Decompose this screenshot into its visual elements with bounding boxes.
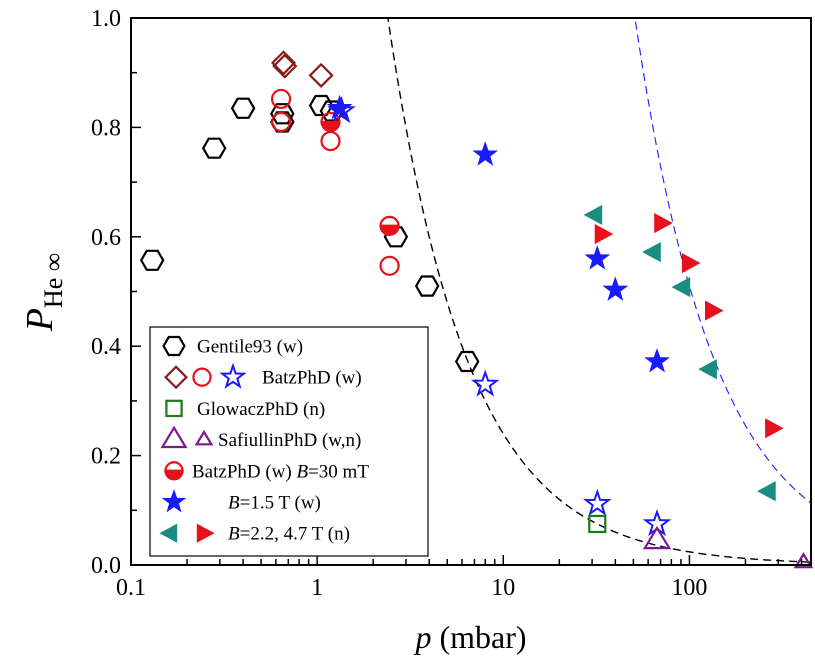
legend-marker-7-2 — [196, 523, 215, 543]
x-tick-label-2: 1 — [311, 575, 323, 601]
fit-curves — [387, 18, 811, 563]
legend-entry-1: Gentile93 (w) — [162, 335, 303, 358]
data-point-diamond-2-2 — [272, 53, 298, 79]
legend-label-4: SafiullinPhD (w,n) — [218, 430, 361, 451]
data-point-star-4-4 — [642, 508, 672, 537]
y-axis-label-symbol: P — [19, 308, 61, 332]
legend: Gentile93 (w) BatzPhD (w) GlowaczPhD (n) Sa… — [149, 326, 429, 557]
legend-entry-5: BatzPhD (w) B=30 mT — [164, 461, 369, 482]
y-tick-label-2: 0.2 — [91, 444, 121, 470]
legend-entry-4: SafiullinPhD (w,n) — [160, 425, 361, 451]
legend-box — [149, 326, 429, 557]
data-point-triangle-right-11-5 — [765, 418, 784, 439]
data-point-diamond-2-1 — [270, 50, 297, 76]
legend-entry-3: GlowaczPhD (n) — [165, 399, 325, 420]
data-point-triangle-left-10-1 — [583, 204, 603, 225]
y-axis-label: PHe ∞ — [19, 253, 68, 333]
data-point-circle-3-2 — [270, 111, 292, 133]
data-point-star-9-1 — [326, 94, 353, 120]
legend-marker-5-1 — [164, 461, 184, 481]
legend-label-2: BatzPhD (w) — [262, 368, 362, 389]
data-point-circle-3-1 — [270, 88, 292, 110]
legend-entry-7: B=2.2, 4.7 T (n) — [159, 523, 350, 545]
data-point-triangle-left-10-3 — [671, 277, 691, 298]
data-point-circle-3-4 — [379, 255, 400, 276]
y-axis-label-subscript: He ∞ — [39, 253, 68, 308]
legend-marker-6-1 — [161, 489, 187, 513]
y-tick-label-1: 0.0 — [91, 553, 121, 579]
legend-marker-4-1 — [160, 425, 188, 449]
x-tick-label-3: 10 — [491, 575, 515, 601]
x-axis: 0.1 1 10 100 — [116, 555, 803, 601]
data-point-hexagon-1-10 — [454, 350, 480, 373]
data-point-diamond-2-3 — [308, 62, 334, 88]
y-tick-label-4: 0.6 — [91, 225, 121, 251]
data-point-hexagon-1-3 — [230, 97, 256, 119]
data-point-hexagon-1-2 — [201, 137, 227, 159]
legend-entry-6: B=1.5 T (w) — [161, 489, 321, 514]
data-point-hexagon-1-9 — [414, 275, 440, 297]
data-point-square-5-1 — [588, 514, 607, 534]
data-point-hexagon-1-1 — [139, 249, 165, 271]
data-point-circle-3-3 — [320, 130, 341, 152]
y-axis: 0.0 0.2 0.4 0.6 0.8 1.0 — [91, 6, 141, 579]
data-point-half-circle-8-2 — [379, 215, 400, 236]
x-tick-label-4: 100 — [671, 575, 707, 601]
fit-curve-2 — [634, 18, 811, 504]
legend-marker-2-2 — [192, 367, 212, 387]
legend-label-3: GlowaczPhD (n) — [197, 399, 325, 420]
data-point-triangle-up-6-1 — [642, 525, 672, 550]
data-point-triangle-right-11-1 — [594, 224, 614, 245]
data-point-triangle-right-11-3 — [681, 253, 701, 274]
data-point-star-4-3 — [582, 488, 612, 516]
x-axis-label-symbol: p — [413, 619, 431, 655]
data-point-triangle-left-10-2 — [642, 242, 661, 263]
y-tick-label-3: 0.4 — [91, 334, 121, 360]
data-point-half-circle-8-1 — [320, 111, 341, 133]
data-point-star-9-3 — [584, 245, 611, 270]
x-tick-label-1: 0.1 — [116, 575, 146, 601]
x-axis-label: p (mbar) — [413, 619, 526, 655]
y-tick-label-5: 0.8 — [91, 115, 121, 141]
legend-marker-2-1 — [164, 365, 188, 390]
legend-marker-4-2 — [194, 429, 214, 446]
data-point-star-4-2 — [470, 369, 500, 397]
legend-label-5: BatzPhD (w) B=30 mT — [192, 461, 369, 482]
legend-label-7: B=2.2, 4.7 T (n) — [228, 524, 350, 545]
legend-marker-3-1 — [165, 399, 183, 418]
legend-marker-7-1 — [159, 523, 178, 543]
data-point-triangle-left-10-4 — [698, 359, 717, 380]
legend-label-1: Gentile93 (w) — [197, 337, 303, 358]
data-points — [139, 50, 814, 569]
legend-marker-2-3 — [219, 362, 247, 389]
data-point-triangle-right-11-2 — [654, 213, 673, 234]
fit-curve-1 — [387, 18, 811, 563]
data-point-hexagon-1-8 — [383, 226, 409, 248]
data-point-triangle-right-11-4 — [705, 300, 724, 321]
y-tick-label-6: 1.0 — [91, 6, 121, 32]
x-axis-label-unit: (mbar) — [431, 619, 526, 655]
data-point-star-9-4 — [602, 276, 629, 301]
legend-entry-2: BatzPhD (w) — [164, 362, 362, 390]
data-point-triangle-up-7-1 — [793, 552, 814, 569]
data-point-star-9-5 — [644, 347, 670, 373]
legend-marker-1-1 — [162, 335, 186, 357]
data-point-star-9-2 — [472, 141, 499, 166]
data-point-triangle-left-10-5 — [757, 481, 776, 502]
legend-label-6: B=1.5 T (w) — [228, 493, 321, 514]
